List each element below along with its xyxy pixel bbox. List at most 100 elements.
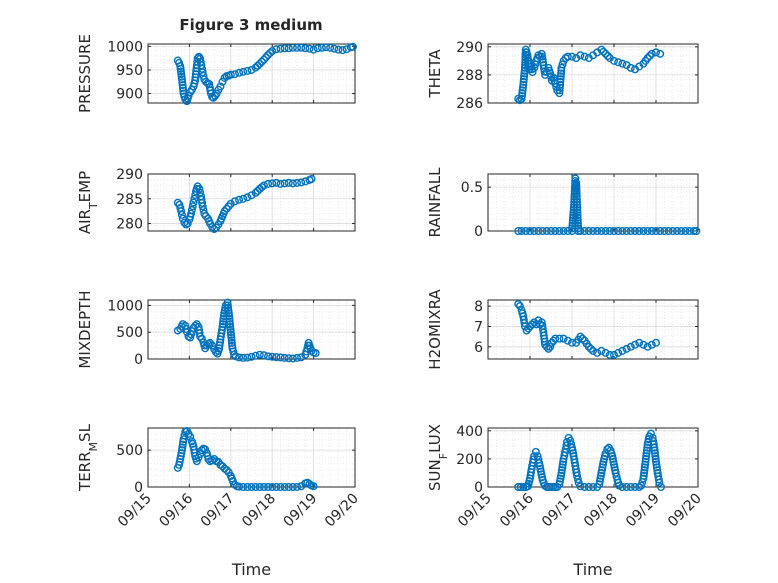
data-point: [192, 457, 201, 466]
x-tick-label: 09/16: [156, 490, 196, 530]
data-point: [235, 482, 244, 491]
data-point: [226, 325, 235, 334]
data-point: [276, 179, 285, 188]
data-point: [255, 483, 264, 492]
data-point: [348, 42, 357, 51]
data-point: [227, 333, 236, 342]
data-point: [187, 205, 196, 214]
data-point: [555, 83, 564, 92]
data-point: [681, 226, 690, 235]
data-point: [227, 338, 236, 347]
series-markers: [514, 45, 665, 105]
data-point: [268, 352, 277, 361]
data-point: [547, 226, 556, 235]
data-point: [197, 334, 206, 343]
data-point: [272, 353, 281, 362]
data-point: [251, 483, 260, 492]
data-point: [572, 178, 581, 187]
data-point: [305, 44, 314, 53]
data-point: [515, 96, 524, 105]
data-point: [611, 468, 620, 477]
data-point: [593, 226, 602, 235]
data-point: [639, 471, 648, 480]
y-tick-label: 400: [456, 424, 483, 440]
axes-box: [147, 427, 356, 488]
data-point: [247, 65, 256, 74]
y-axis-label: THETA: [426, 49, 444, 99]
data-point: [519, 80, 528, 89]
series-markers: [173, 298, 320, 363]
data-point: [537, 49, 546, 58]
data-point: [235, 195, 244, 204]
data-point: [639, 340, 648, 349]
x-tick-label: 09/20: [665, 491, 705, 531]
y-tick-label: 0: [474, 480, 483, 496]
data-point: [601, 226, 610, 235]
data-point: [309, 482, 318, 491]
data-point: [572, 184, 581, 193]
data-point: [514, 483, 523, 492]
data-point: [264, 483, 273, 492]
data-point: [243, 483, 252, 492]
series-markers: [173, 174, 316, 234]
data-point: [655, 478, 664, 487]
data-point: [261, 53, 270, 62]
data-point: [614, 348, 623, 357]
data-point: [196, 332, 205, 341]
data-point: [198, 68, 207, 77]
data-point: [568, 338, 577, 347]
data-point: [518, 83, 527, 92]
data-point: [647, 226, 656, 235]
data-point: [288, 43, 297, 52]
data-point: [551, 334, 560, 343]
data-point: [610, 350, 619, 359]
data-point: [257, 183, 266, 192]
data-point: [544, 344, 553, 353]
data-point: [253, 61, 262, 70]
x-tick-label: 09/17: [198, 491, 238, 531]
subplot-8: 0 200 400 09/15 09/16 09/17 09/18 09/19 09/20 Tim…: [426, 424, 705, 579]
data-point: [189, 198, 198, 207]
data-point: [526, 226, 535, 235]
data-point: [556, 72, 565, 81]
y-tick-label: 8: [474, 299, 483, 315]
data-point: [573, 471, 582, 480]
data-point: [284, 44, 293, 53]
data-point: [622, 226, 631, 235]
x-tick-label: 09/15: [455, 491, 495, 531]
data-point: [657, 483, 666, 492]
y-tick-label: 950: [116, 63, 143, 79]
data-point: [555, 334, 564, 343]
data-point: [546, 342, 555, 351]
data-point: [313, 44, 322, 53]
data-point: [225, 317, 234, 326]
subplot-7: 0 500 09/15 09/16 09/17 09/18 09/19 09/20 Time TE…: [76, 423, 362, 579]
data-point: [272, 45, 281, 54]
data-point: [239, 194, 248, 203]
y-tick-label: 0: [474, 224, 483, 240]
data-point: [301, 44, 310, 53]
data-point: [257, 57, 266, 66]
data-point: [255, 59, 264, 68]
data-point: [177, 75, 186, 84]
data-point: [589, 226, 598, 235]
axes-box: [487, 299, 699, 360]
data-point: [251, 188, 260, 197]
data-point: [642, 449, 651, 458]
y-tick-label: 7: [474, 319, 483, 335]
data-point: [280, 44, 289, 53]
data-point: [184, 91, 193, 100]
data-point: [224, 304, 233, 313]
data-point: [230, 70, 239, 79]
data-point: [618, 483, 627, 492]
data-point: [643, 226, 652, 235]
data-point: [198, 64, 207, 73]
data-point: [556, 75, 565, 84]
data-point: [224, 306, 233, 315]
data-point: [635, 226, 644, 235]
data-point: [517, 91, 526, 100]
data-point: [226, 199, 235, 208]
y-axis-label: MIXDEPTH: [76, 290, 94, 368]
data-point: [640, 468, 649, 477]
